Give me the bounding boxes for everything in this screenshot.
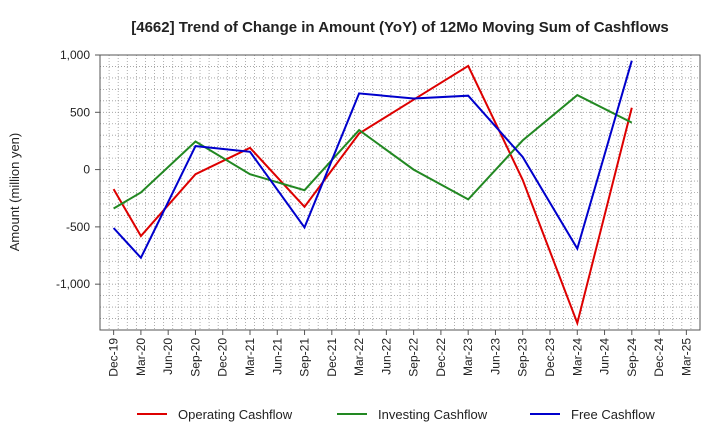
series-line-operating-cashflow — [112, 64, 633, 327]
x-tick-label: Jun-20 — [161, 338, 175, 375]
x-tick-label: Mar-20 — [134, 338, 148, 376]
x-tick-label: Sep-23 — [516, 338, 530, 377]
x-tick-label: Jun-21 — [270, 338, 284, 375]
x-tick-label: Dec-24 — [652, 338, 666, 377]
plot-frame — [99, 54, 701, 331]
y-axis-title: Amount (million yen) — [7, 133, 22, 252]
series-line-free-cashflow — [112, 60, 633, 260]
x-tick-label: Jun-24 — [598, 338, 612, 375]
y-tick-label: 1,000 — [60, 48, 90, 62]
x-tick-label: Dec-21 — [325, 338, 339, 377]
x-tick-label: Mar-24 — [570, 338, 584, 376]
legend-label: Free Cashflow — [571, 407, 655, 422]
x-tick-label: Dec-22 — [434, 338, 448, 377]
legend-label: Operating Cashflow — [178, 407, 293, 422]
x-tick-label: Sep-24 — [625, 338, 639, 377]
x-tick-label: Dec-20 — [216, 338, 230, 377]
y-tick-label: 0 — [83, 163, 90, 177]
x-tick-label: Dec-19 — [107, 338, 121, 377]
x-tick-label: Dec-23 — [543, 338, 557, 377]
x-tick-label: Sep-21 — [298, 338, 312, 377]
series-layer — [112, 60, 633, 327]
series-line-investing-cashflow — [113, 93, 633, 210]
x-tick-label: Mar-22 — [352, 338, 366, 376]
x-tick-label: Mar-21 — [243, 338, 257, 376]
y-tick-label: 500 — [70, 105, 90, 119]
x-tick-label: Jun-22 — [379, 338, 393, 375]
legend-label: Investing Cashflow — [378, 407, 488, 422]
axes-layer: 1,000 500 0 -500 -1,000 Dec-19 Mar-20 Jun-20 Sep… — [56, 48, 701, 377]
chart-title: [4662] Trend of Change in Amount (YoY) o… — [131, 19, 669, 36]
x-tick-label: Mar-23 — [461, 338, 475, 376]
x-tick-label: Sep-22 — [407, 338, 421, 377]
y-tick-label: -1,000 — [56, 277, 90, 291]
x-tick-label: Mar-25 — [679, 338, 693, 376]
x-tick-label: Jun-23 — [488, 338, 502, 375]
legend: Operating Cashflow Investing Cashflow Free… — [137, 407, 655, 422]
y-tick-label: -500 — [66, 220, 90, 234]
x-tick-label: Sep-20 — [188, 338, 202, 377]
